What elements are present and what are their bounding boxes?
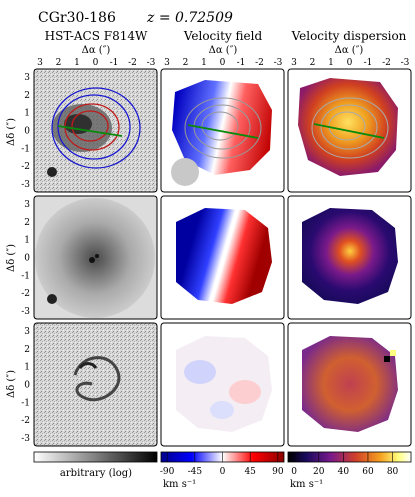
psf-star bbox=[47, 167, 57, 177]
colorbar-dispersion: 0 20 40 60 80 km s⁻¹ bbox=[287, 451, 412, 490]
panel-dispersion-observed bbox=[287, 68, 412, 193]
x-tick-label: -2 bbox=[382, 58, 391, 68]
contour-red-inner bbox=[71, 110, 109, 142]
colorbar-tick-label: 60 bbox=[362, 467, 374, 477]
y-tick-label: 3 bbox=[24, 327, 30, 337]
colorbar-velocity-label: km s⁻¹ bbox=[163, 479, 196, 490]
redshift-label: z = 0.72509 bbox=[146, 10, 233, 26]
panel-dispersion-residual bbox=[287, 322, 412, 447]
major-axis-line bbox=[313, 123, 385, 139]
object-name: CGr30-186 bbox=[38, 10, 116, 26]
colorbar-velocity: -90 -45 0 45 90 km s⁻¹ bbox=[160, 451, 285, 490]
x-tick-label: -3 bbox=[274, 58, 283, 68]
x-tick-label: -3 bbox=[401, 58, 410, 68]
y-tick-label: 3 bbox=[24, 73, 30, 83]
y-tick-label: 3 bbox=[24, 200, 30, 210]
y-tick-label: -2 bbox=[21, 162, 30, 172]
y-axis-label-row3: Δδ (″) bbox=[6, 370, 17, 398]
panel-velocity-model bbox=[160, 195, 285, 320]
y-tick-label: -1 bbox=[21, 144, 30, 154]
panel-hst-model bbox=[33, 195, 158, 320]
x-tick-label: 2 bbox=[56, 58, 62, 68]
x-tick-label: 0 bbox=[347, 58, 353, 68]
colorbar-tick-label: 40 bbox=[338, 467, 350, 477]
y-tick-label: 0 bbox=[24, 127, 30, 137]
colorbar-hst: arbitrary (log) bbox=[33, 451, 158, 479]
colorbar-tick-label: 20 bbox=[313, 467, 325, 477]
colorbar-tick-label: 90 bbox=[272, 467, 284, 477]
panel-velocity-observed bbox=[160, 68, 285, 193]
x-tick-label: -2 bbox=[128, 58, 137, 68]
panel-hst-observed bbox=[33, 68, 158, 193]
model-dispersion-map bbox=[302, 208, 398, 304]
y-tick-label: 2 bbox=[24, 218, 30, 228]
x-tick-label: -1 bbox=[110, 58, 119, 68]
column-axis-label-dispersion: Δα (″) bbox=[335, 45, 364, 56]
x-tick-labels: 3 2 1 0 -1 -2 -3 3 2 1 0 -1 -2 -3 3 2 1 0 -1 -2 -3 bbox=[37, 58, 410, 68]
y-tick-label: -1 bbox=[21, 398, 30, 408]
y-tick-label: 1 bbox=[24, 236, 30, 246]
column-axis-label-hst: Δα (″) bbox=[82, 45, 111, 56]
y-tick-label: -3 bbox=[21, 180, 30, 190]
colorbar-tick-label: 80 bbox=[387, 467, 399, 477]
column-axis-label-velocity: Δα (″) bbox=[209, 45, 238, 56]
y-tick-label: 1 bbox=[24, 109, 30, 119]
y-tick-label: 0 bbox=[24, 381, 30, 391]
y-axis-label-row2: Δδ (″) bbox=[6, 244, 17, 272]
contour-blue-inner bbox=[57, 94, 131, 160]
colorbar-hst-label: arbitrary (log) bbox=[60, 468, 132, 479]
x-tick-label: 1 bbox=[201, 58, 207, 68]
contour-blue-outer bbox=[51, 87, 141, 169]
colorbar-dispersion-label: km s⁻¹ bbox=[290, 479, 323, 490]
psf-star bbox=[47, 294, 57, 304]
colorbar-tick-label: 0 bbox=[220, 467, 226, 477]
x-tick-label: -2 bbox=[255, 58, 264, 68]
x-tick-label: 3 bbox=[291, 58, 297, 68]
y-tick-label: 2 bbox=[24, 91, 30, 101]
x-tick-label: 3 bbox=[37, 58, 43, 68]
residual-dispersion-map bbox=[302, 336, 398, 432]
column-title-dispersion: Velocity dispersion bbox=[291, 29, 407, 43]
colorbar-tick-label: 0 bbox=[291, 467, 297, 477]
galaxy-core bbox=[64, 114, 92, 134]
major-axis-line bbox=[187, 124, 259, 139]
y-tick-label: 0 bbox=[24, 254, 30, 264]
residual-spiral bbox=[73, 356, 121, 402]
panel-hst-residual bbox=[33, 322, 158, 447]
model-velocity-map bbox=[176, 208, 272, 304]
x-tick-label: -1 bbox=[237, 58, 246, 68]
panel-velocity-residual bbox=[160, 322, 285, 447]
dispersion-map bbox=[298, 78, 398, 176]
column-title-velocity: Velocity field bbox=[183, 29, 263, 43]
colorbar-tick-label: -90 bbox=[160, 467, 175, 477]
x-tick-label: 2 bbox=[183, 58, 189, 68]
x-tick-label: 3 bbox=[164, 58, 170, 68]
y-tick-label: -2 bbox=[21, 289, 30, 299]
colorbar-tick-label: -45 bbox=[188, 467, 203, 477]
y-axis-label-row1: Δδ (″) bbox=[6, 118, 17, 146]
major-axis-line bbox=[57, 125, 123, 137]
x-tick-label: 0 bbox=[220, 58, 226, 68]
y-tick-label: -2 bbox=[21, 416, 30, 426]
seeing-disk bbox=[171, 158, 199, 186]
column-title-hst: HST-ACS F814W bbox=[45, 29, 148, 43]
x-tick-label: 1 bbox=[74, 58, 80, 68]
x-tick-label: -3 bbox=[147, 58, 156, 68]
y-tick-label: -3 bbox=[21, 434, 30, 444]
panel-dispersion-model bbox=[287, 195, 412, 320]
y-tick-labels: 3 2 1 0 -1 -2 -3 3 2 1 0 -1 -2 -3 3 2 1 0 -1 -2 -3 bbox=[21, 73, 30, 444]
y-tick-label: 1 bbox=[24, 363, 30, 373]
y-tick-label: 2 bbox=[24, 345, 30, 355]
x-tick-label: -1 bbox=[364, 58, 373, 68]
x-tick-label: 2 bbox=[310, 58, 316, 68]
y-tick-label: -3 bbox=[21, 307, 30, 317]
model-image bbox=[35, 198, 155, 318]
x-tick-label: 1 bbox=[328, 58, 334, 68]
colorbar-tick-label: 45 bbox=[244, 467, 256, 477]
x-tick-label: 0 bbox=[93, 58, 99, 68]
y-tick-label: -1 bbox=[21, 271, 30, 281]
